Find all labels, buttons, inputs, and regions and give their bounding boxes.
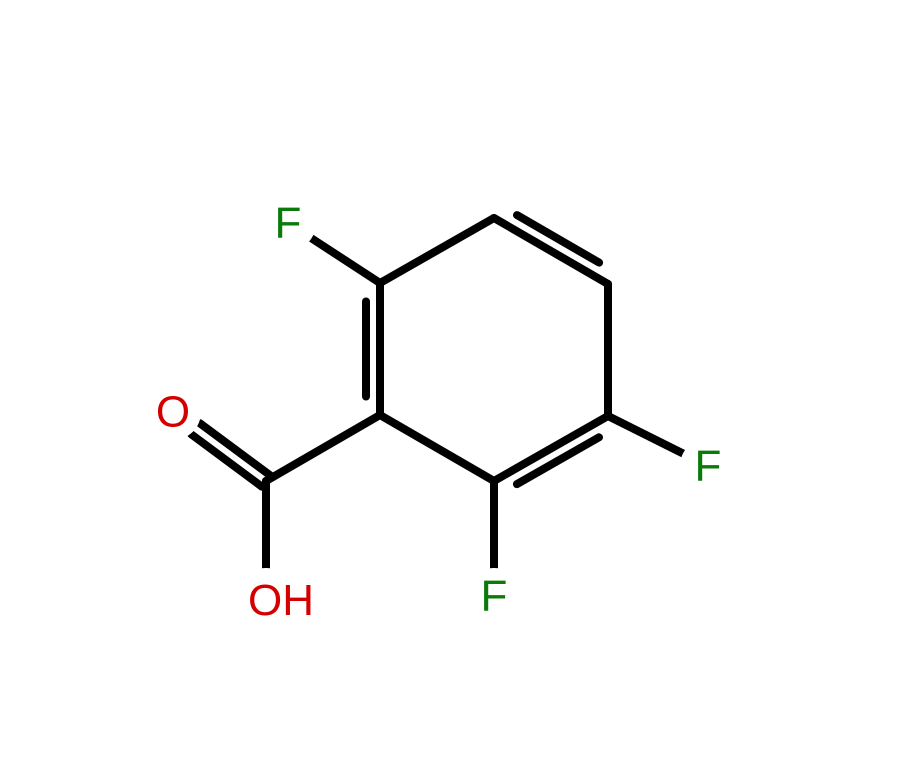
atom-label-f6: F <box>275 199 302 248</box>
molecule-diagram: F F F O OH <box>0 0 897 777</box>
atom-label-f2: F <box>481 572 508 621</box>
canvas-background <box>0 0 897 777</box>
atom-label-oH: OH <box>248 576 314 625</box>
atom-label-oDbl: O <box>156 388 190 437</box>
atom-label-f3: F <box>695 442 722 491</box>
